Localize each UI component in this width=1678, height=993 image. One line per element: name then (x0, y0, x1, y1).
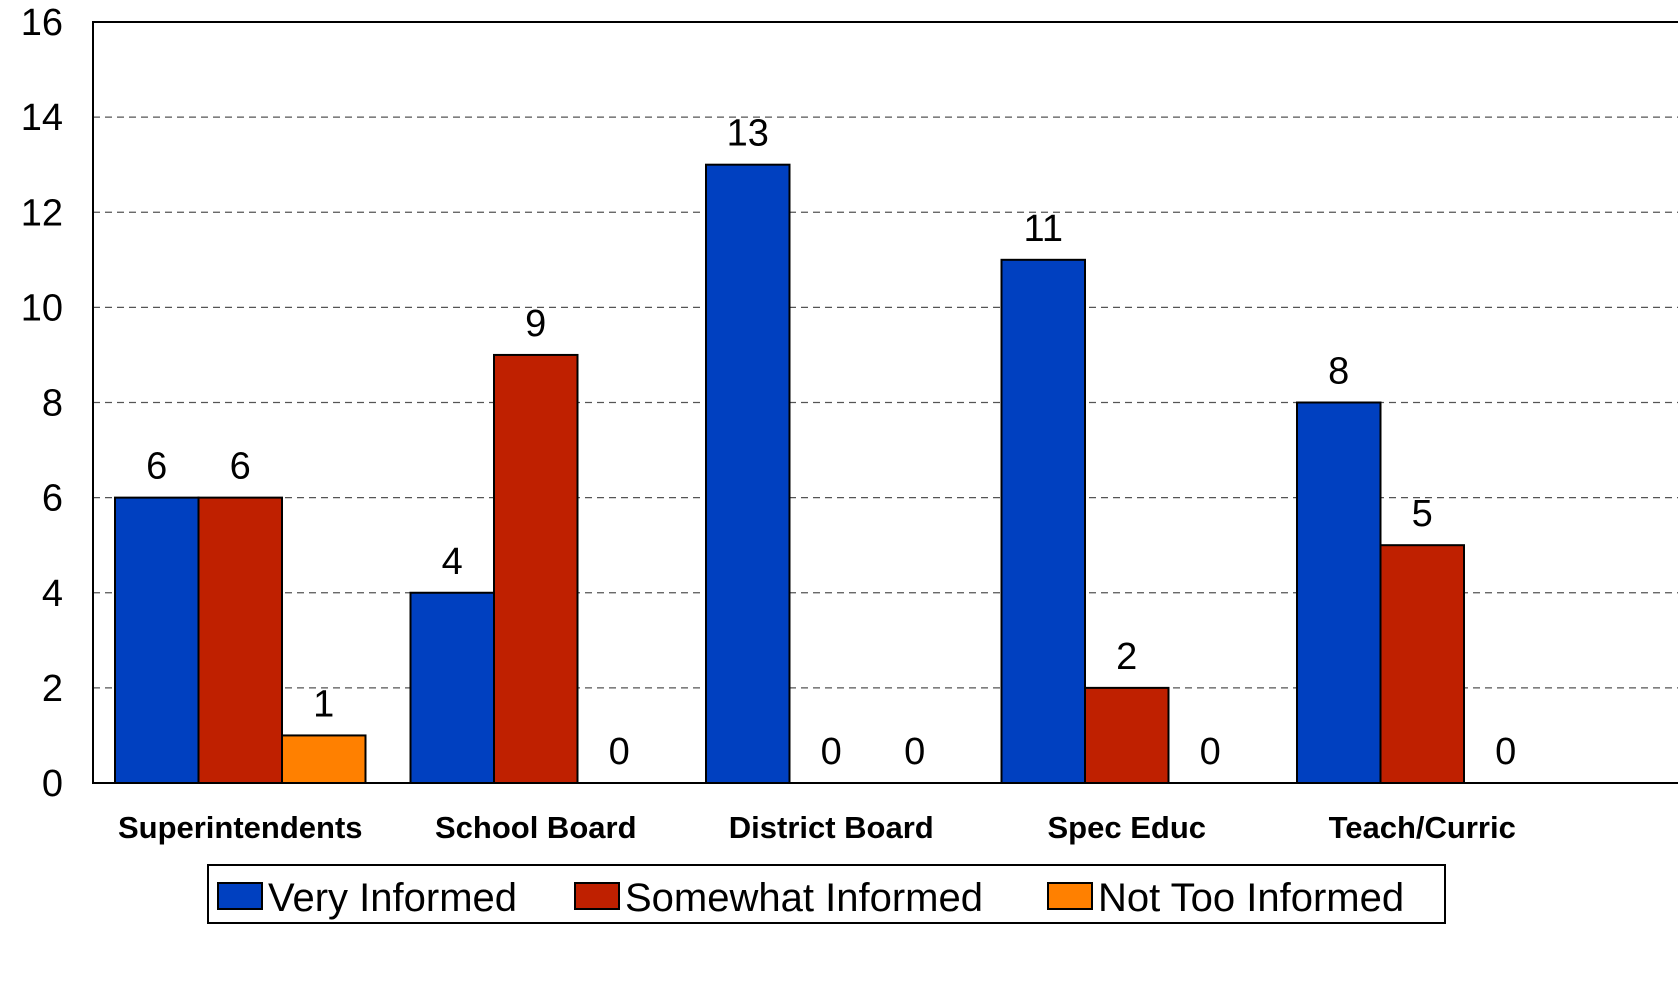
y-tick-label: 6 (42, 478, 63, 520)
data-label: 1 (313, 683, 334, 725)
data-label: 2 (1116, 636, 1137, 678)
legend-label: Very Informed (268, 876, 517, 920)
x-tick-label: Spec Educ (1048, 810, 1207, 845)
data-label: 0 (1495, 731, 1516, 773)
data-label: 0 (821, 731, 842, 773)
y-tick-label: 4 (42, 573, 63, 615)
data-label: 6 (146, 446, 167, 488)
data-label: 11 (1024, 208, 1063, 250)
bar (409, 591, 495, 784)
x-tick-label: District Board (729, 810, 934, 845)
bar (493, 353, 579, 784)
y-tick-label: 12 (21, 192, 63, 234)
data-label: 0 (1200, 731, 1221, 773)
y-tick-label: 16 (21, 2, 63, 44)
bar (114, 496, 200, 784)
y-tick-label: 14 (21, 97, 63, 139)
x-tick-label: Teach/Curric (1329, 810, 1516, 845)
y-tick-label: 2 (42, 668, 63, 710)
plot-area-border (92, 21, 1678, 784)
data-label: 13 (727, 113, 769, 155)
y-tick-label: 10 (21, 287, 63, 329)
data-label: 6 (230, 446, 251, 488)
legend-label: Not Too Informed (1098, 876, 1404, 920)
data-label: 0 (904, 731, 925, 773)
legend-label: Somewhat Informed (625, 876, 983, 920)
bar (281, 734, 367, 784)
bar (1296, 401, 1382, 784)
x-tick-label: Superintendents (118, 810, 363, 845)
legend-box (207, 864, 1446, 924)
bar (1000, 258, 1086, 784)
bar (197, 496, 283, 784)
y-tick-label: 0 (42, 763, 63, 805)
bar (705, 163, 791, 784)
data-label: 8 (1328, 351, 1349, 393)
data-label: 4 (442, 541, 463, 583)
legend-swatch (1047, 882, 1093, 910)
legend-swatch (217, 882, 263, 910)
x-tick-label: School Board (435, 810, 637, 845)
data-label: 0 (609, 731, 630, 773)
bar (1084, 686, 1170, 784)
legend-swatch (574, 882, 620, 910)
data-label: 9 (525, 303, 546, 345)
bar (1379, 544, 1465, 784)
data-label: 5 (1412, 493, 1433, 535)
y-tick-label: 8 (42, 383, 63, 425)
